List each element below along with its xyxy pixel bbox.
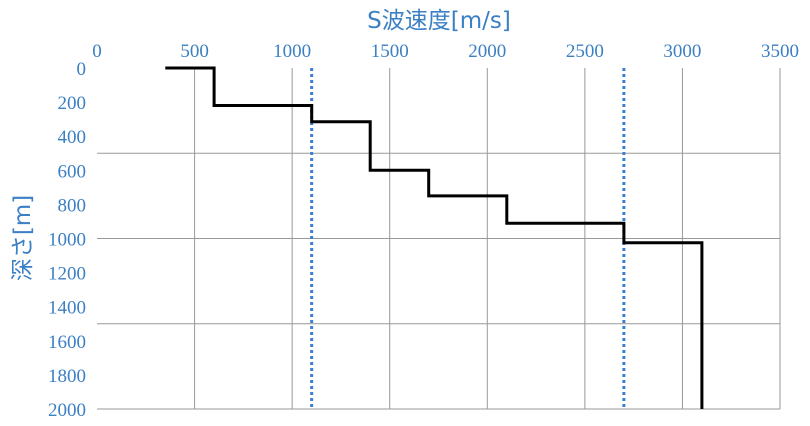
- y-axis-title: 深さ[m]: [10, 195, 36, 281]
- x-tick-label: 3500: [761, 41, 799, 62]
- grid: [97, 68, 781, 410]
- y-tick-label: 1200: [48, 264, 86, 285]
- x-tick-label: 1500: [371, 41, 409, 62]
- x-tick-label: 1000: [273, 41, 311, 62]
- x-tick-label: 500: [180, 41, 209, 62]
- y-tick-label: 600: [58, 161, 87, 182]
- y-tick-label: 0: [77, 59, 87, 80]
- y-tick-label: 1600: [48, 332, 86, 353]
- y-tick-label: 800: [58, 195, 87, 216]
- y-tick-label: 1000: [48, 230, 86, 251]
- velocity-profile-line: [165, 66, 704, 409]
- y-tick-label: 1800: [48, 366, 86, 387]
- x-tick-labels: 0 500 1000 1500 2000 2500 3000 3500: [92, 41, 799, 62]
- y-tick-label: 200: [58, 93, 87, 114]
- y-tick-label: 2000: [48, 400, 86, 421]
- y-tick-labels: 0 200 400 600 800 1000 1200 1400 1600 1800 2000: [48, 59, 86, 421]
- y-tick-label: 1400: [48, 298, 86, 319]
- y-tick-label: 400: [58, 127, 87, 148]
- x-axis-title: S波速度[m/s]: [367, 8, 511, 34]
- x-tick-label: 3000: [663, 41, 701, 62]
- x-tick-label: 2000: [468, 41, 506, 62]
- series: [165, 66, 704, 409]
- x-tick-label: 2500: [566, 41, 604, 62]
- x-tick-label: 0: [92, 41, 102, 62]
